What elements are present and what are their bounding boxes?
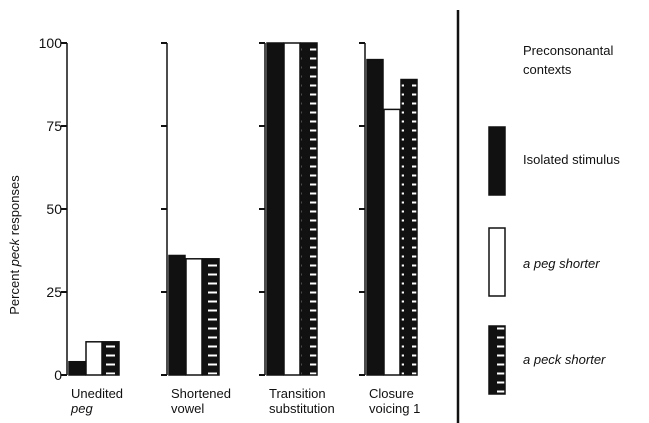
bars — [68, 42, 418, 376]
y-tick-label: 25 — [46, 284, 62, 300]
category-label: peg — [70, 401, 93, 416]
category-label: voicing 1 — [369, 401, 420, 416]
bar-2-1 — [168, 254, 186, 376]
y-tick-label: 100 — [39, 35, 63, 51]
bar-2-3 — [202, 258, 220, 376]
y-axis-label: Percent peck responses — [7, 175, 22, 315]
legend: Preconsonantal contexts Isolated stimulus a… — [488, 43, 620, 395]
legend-swatch — [488, 325, 506, 395]
category-label: substitution — [269, 401, 335, 416]
bar-4-1 — [366, 58, 384, 376]
bar-1-1 — [68, 360, 86, 376]
legend-title: contexts — [523, 62, 572, 77]
category-label: Closure — [369, 386, 414, 401]
legend-swatch — [488, 126, 506, 196]
axes: 0 25 50 75 100 Percent peck responses — [7, 35, 366, 383]
legend-label: a peck shorter — [523, 352, 606, 367]
legend-label: Isolated stimulus — [523, 152, 620, 167]
bar-4-2 — [383, 108, 401, 376]
category-label: Transition — [269, 386, 326, 401]
category-label: Shortened — [171, 386, 231, 401]
y-tick-label: 75 — [46, 118, 62, 134]
y-tick-label: 0 — [54, 367, 62, 383]
category-label: Unedited — [71, 386, 123, 401]
bar-3-1 — [266, 42, 284, 376]
bar-2-2 — [185, 258, 203, 376]
legend-title: Preconsonantal — [523, 43, 613, 58]
bar-1-3 — [102, 341, 120, 376]
bar-4-3 — [400, 78, 418, 376]
bar-1-2 — [85, 341, 103, 376]
legend-swatch — [488, 227, 506, 297]
y-tick-label: 50 — [46, 201, 62, 217]
category-label: vowel — [171, 401, 204, 416]
bar-3-2 — [283, 42, 301, 376]
legend-label: a peg shorter — [523, 256, 600, 271]
bar-3-3 — [300, 42, 318, 376]
